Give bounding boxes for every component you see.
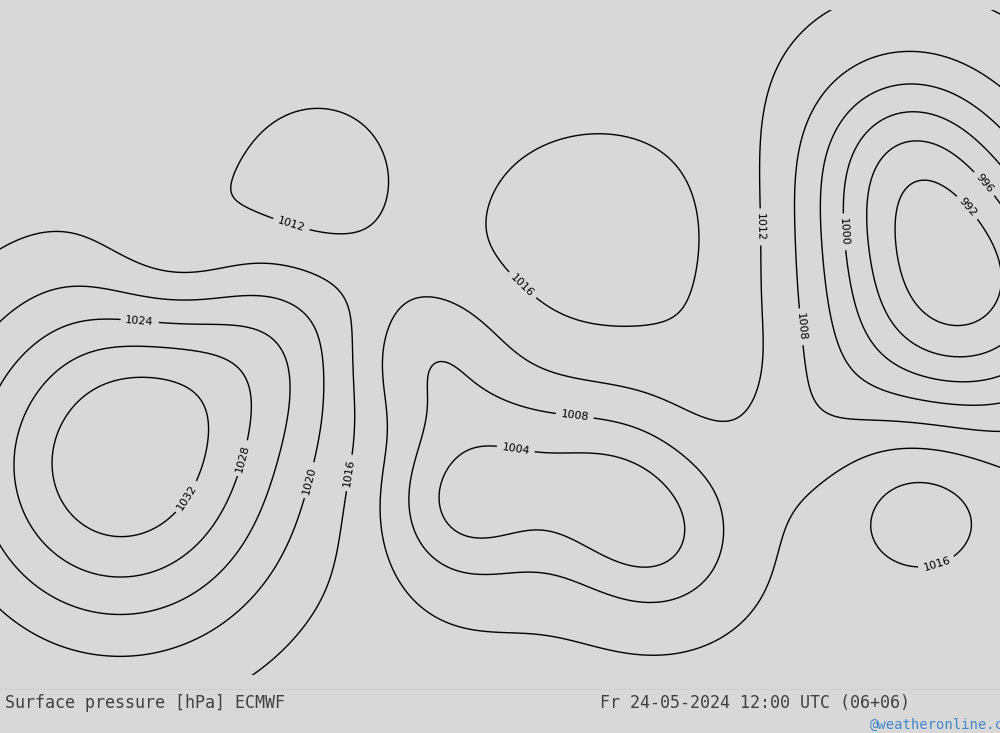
- Text: 1008: 1008: [795, 312, 807, 342]
- Text: 1016: 1016: [342, 458, 356, 487]
- Text: @weatheronline.co.uk: @weatheronline.co.uk: [870, 718, 1000, 732]
- Text: 1012: 1012: [276, 216, 306, 234]
- Text: Fr 24-05-2024 12:00 UTC (06+06): Fr 24-05-2024 12:00 UTC (06+06): [600, 694, 910, 712]
- Text: 1032: 1032: [176, 483, 199, 512]
- Text: 1024: 1024: [125, 314, 154, 327]
- Text: 1016: 1016: [922, 556, 952, 573]
- Text: 1000: 1000: [838, 218, 850, 246]
- Text: 1012: 1012: [755, 213, 766, 241]
- Text: 1020: 1020: [301, 465, 318, 495]
- Text: 1016: 1016: [509, 272, 536, 299]
- Text: 1008: 1008: [560, 409, 589, 422]
- Text: Surface pressure [hPa] ECMWF: Surface pressure [hPa] ECMWF: [5, 694, 285, 712]
- Text: 1028: 1028: [234, 443, 251, 474]
- Text: 996: 996: [974, 172, 995, 195]
- Text: 1004: 1004: [501, 442, 530, 456]
- Text: 992: 992: [957, 196, 978, 218]
